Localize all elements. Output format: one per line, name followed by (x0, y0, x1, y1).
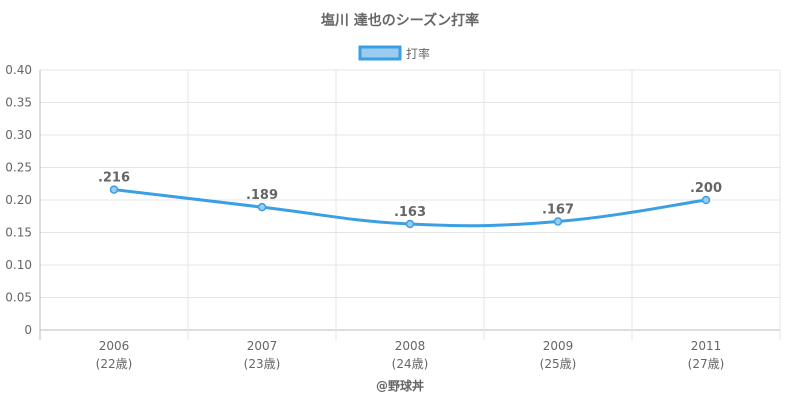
y-tick-label: 0.30 (5, 128, 32, 142)
chart-title: 塩川 達也のシーズン打率 (321, 12, 479, 29)
data-label: .189 (246, 188, 278, 203)
y-tick-label: 0.15 (5, 226, 32, 240)
legend[interactable]: 打率 (358, 45, 430, 61)
data-label: .167 (542, 202, 574, 217)
y-axis: 0 0.05 0.10 0.15 0.20 0.25 0.30 0.35 0.40 (5, 63, 32, 337)
y-tick-label: 0.25 (5, 161, 32, 175)
data-point[interactable] (701, 195, 711, 205)
y-tick-label: 0.20 (5, 193, 32, 207)
legend-swatch (358, 45, 402, 61)
y-tick-label: 0.05 (5, 291, 32, 305)
y-tick-label: 0.10 (5, 258, 32, 272)
data-point[interactable] (405, 219, 415, 229)
x-tick-sublabel: (24歳) (392, 357, 429, 371)
data-label: .216 (98, 171, 130, 186)
x-tick-label: 2006 (99, 339, 130, 353)
y-tick-label: 0.35 (5, 96, 32, 110)
y-tick-label: 0.40 (5, 63, 32, 77)
data-point[interactable] (109, 185, 119, 194)
y-tick-label: 0 (24, 323, 32, 337)
data-label: .163 (394, 205, 426, 220)
x-tick-sublabel: (25歳) (540, 357, 577, 371)
x-tick-label: 2008 (395, 339, 426, 353)
series-batting-average (109, 185, 711, 229)
x-tick-label: 2011 (691, 339, 722, 353)
x-tick-sublabel: (22歳) (96, 357, 133, 371)
data-label: .200 (690, 181, 722, 196)
credit-text: @野球丼 (376, 378, 424, 393)
grid (39, 69, 781, 340)
x-tick-sublabel: (27歳) (688, 357, 725, 371)
x-axis: 2006 (22歳) 2007 (23歳) 2008 (24歳) 2009 (25歳) 2011… (96, 339, 725, 371)
x-tick-label: 2009 (543, 339, 574, 353)
x-tick-sublabel: (23歳) (244, 357, 281, 371)
legend-label: 打率 (406, 46, 430, 61)
data-point[interactable] (553, 217, 563, 226)
x-tick-label: 2007 (247, 339, 278, 353)
data-labels: .216 .189 .163 .167 .200 (98, 171, 722, 220)
data-point[interactable] (257, 202, 267, 212)
